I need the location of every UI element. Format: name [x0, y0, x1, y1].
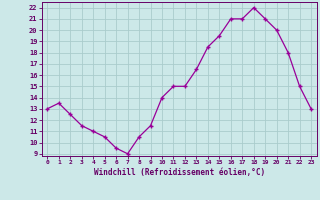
- X-axis label: Windchill (Refroidissement éolien,°C): Windchill (Refroidissement éolien,°C): [94, 168, 265, 177]
